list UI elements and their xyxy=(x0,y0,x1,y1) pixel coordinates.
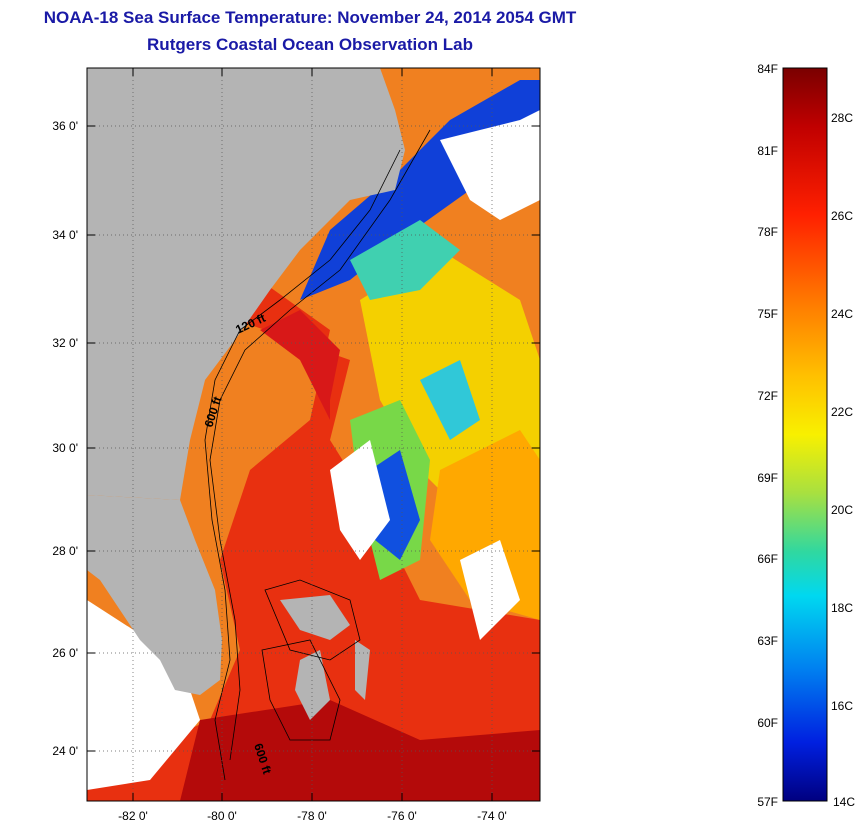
colorbar-label-20c: 20C xyxy=(831,503,853,517)
colorbar-label-63f: 63F xyxy=(757,634,778,648)
colorbar-label-24c: 24C xyxy=(831,307,853,321)
colorbar xyxy=(782,67,828,802)
lat-label-28: 28 0' xyxy=(52,544,78,558)
cloud-cover-3 xyxy=(330,440,390,560)
map-frame xyxy=(86,67,541,802)
lat-label-34: 34 0' xyxy=(52,228,78,242)
land-eleuthera xyxy=(355,640,370,700)
land-andros xyxy=(295,650,330,720)
colorbar-label-72f: 72F xyxy=(757,389,778,403)
lat-label-30: 30 0' xyxy=(52,441,78,455)
cloud-cover-4 xyxy=(460,540,520,640)
cool-sst-eddy xyxy=(420,360,480,440)
lat-label-36: 36 0' xyxy=(52,119,78,133)
warm-sst-patch xyxy=(260,310,340,420)
lat-label-24: 24 0' xyxy=(52,744,78,758)
cloud-cover-2 xyxy=(440,110,540,220)
mid-sst-region-2 xyxy=(430,430,540,620)
lon-label-74: -74 0' xyxy=(477,809,507,823)
warm-sst-region xyxy=(87,280,540,801)
map-panel xyxy=(87,68,540,801)
colorbar-label-69f: 69F xyxy=(757,471,778,485)
land-florida xyxy=(87,495,222,695)
lon-label-82: -82 0' xyxy=(118,809,148,823)
colorbar-label-84f: 84F xyxy=(757,62,778,76)
colorbar-label-66f: 66F xyxy=(757,552,778,566)
colorbar-label-78f: 78F xyxy=(757,225,778,239)
colorbar-label-81f: 81F xyxy=(757,144,778,158)
land-southeast-us xyxy=(87,68,405,500)
cold-sst-filament xyxy=(370,450,420,560)
depth-contour-600ft xyxy=(209,129,431,761)
colorbar-label-57f: 57F xyxy=(757,795,778,809)
land-grand-bahama xyxy=(280,595,350,640)
shelf-front xyxy=(350,220,460,300)
cloud-cover-5 xyxy=(87,600,200,790)
map-title: NOAA-18 Sea Surface Temperature: Novembe… xyxy=(43,8,577,27)
colorbar-label-22c: 22C xyxy=(831,405,853,419)
lon-label-76: -76 0' xyxy=(387,809,417,823)
colorbar-label-28c: 28C xyxy=(831,111,853,125)
colorbar-label-14c: 14C xyxy=(833,795,855,809)
depth-contour-120ft xyxy=(204,149,401,781)
lon-ticks xyxy=(132,68,493,801)
lat-ticks xyxy=(87,125,540,752)
colorbar-label-75f: 75F xyxy=(757,307,778,321)
lat-label-26: 26 0' xyxy=(52,646,78,660)
lat-label-32: 32 0' xyxy=(52,336,78,350)
lon-label-80: -80 0' xyxy=(207,809,237,823)
colorbar-label-60f: 60F xyxy=(757,716,778,730)
very-warm-sst-region xyxy=(180,700,540,801)
lon-label-78: -78 0' xyxy=(297,809,327,823)
colorbar-label-18c: 18C xyxy=(831,601,853,615)
colorbar-label-16c: 16C xyxy=(831,699,853,713)
bahamas-contour-2 xyxy=(261,639,341,741)
map-subtitle: Rutgers Coastal Ocean Observation Lab xyxy=(147,35,473,54)
colorbar-label-26c: 26C xyxy=(831,209,853,223)
bahamas-contour xyxy=(264,579,361,661)
